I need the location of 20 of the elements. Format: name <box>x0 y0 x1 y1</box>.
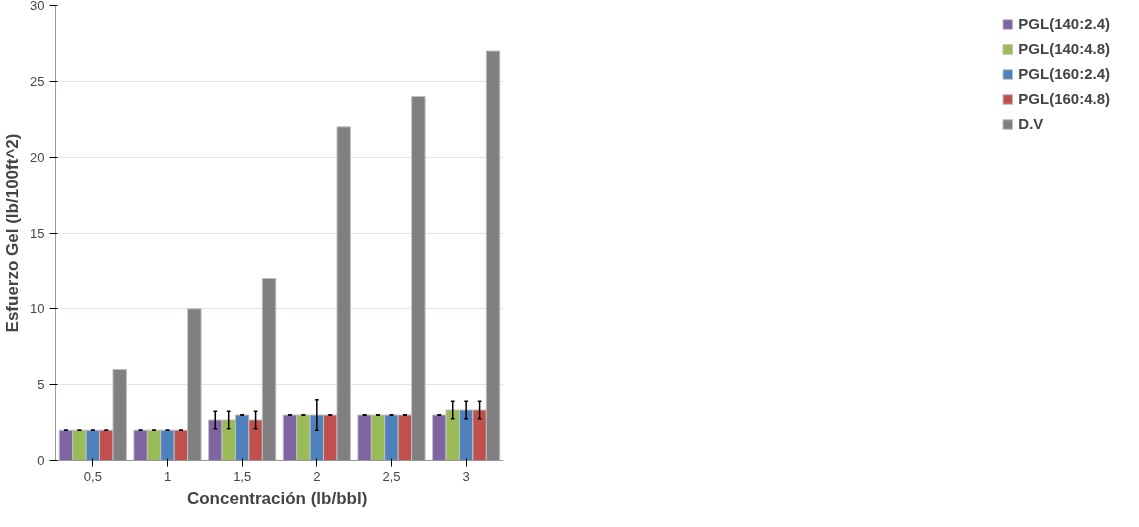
x-tick-label: 0,5 <box>83 468 102 484</box>
y-tick-label: 10 <box>30 301 45 317</box>
y-tick-label: 0 <box>37 453 45 468</box>
legend-label: D.V <box>1018 115 1044 132</box>
y-axis-title: Esfuerzo Gel (lb/100ft^2) <box>3 133 23 333</box>
x-tick-label: 2,5 <box>382 468 401 484</box>
legend-label: PGL(160:2.4) <box>1018 65 1110 82</box>
y-tick-label: 30 <box>30 0 45 13</box>
y-tick-label: 15 <box>30 225 45 241</box>
x-tick-label: 2 <box>313 468 321 484</box>
legend-label: PGL(140:2.4) <box>1018 15 1110 32</box>
legend-label: PGL(140:4.8) <box>1018 40 1110 57</box>
y-tick-label: 25 <box>30 73 45 89</box>
y-tick-label: 5 <box>37 377 45 393</box>
x-axis-title: Concentración (lb/bbl) <box>186 488 368 508</box>
x-tick-label: 1 <box>163 468 172 484</box>
x-tick-label: 1,5 <box>233 468 252 484</box>
legend-label: PGL(160:4.8) <box>1018 90 1110 107</box>
x-tick-label: 3 <box>462 468 470 484</box>
y-tick-label: 20 <box>30 149 45 165</box>
